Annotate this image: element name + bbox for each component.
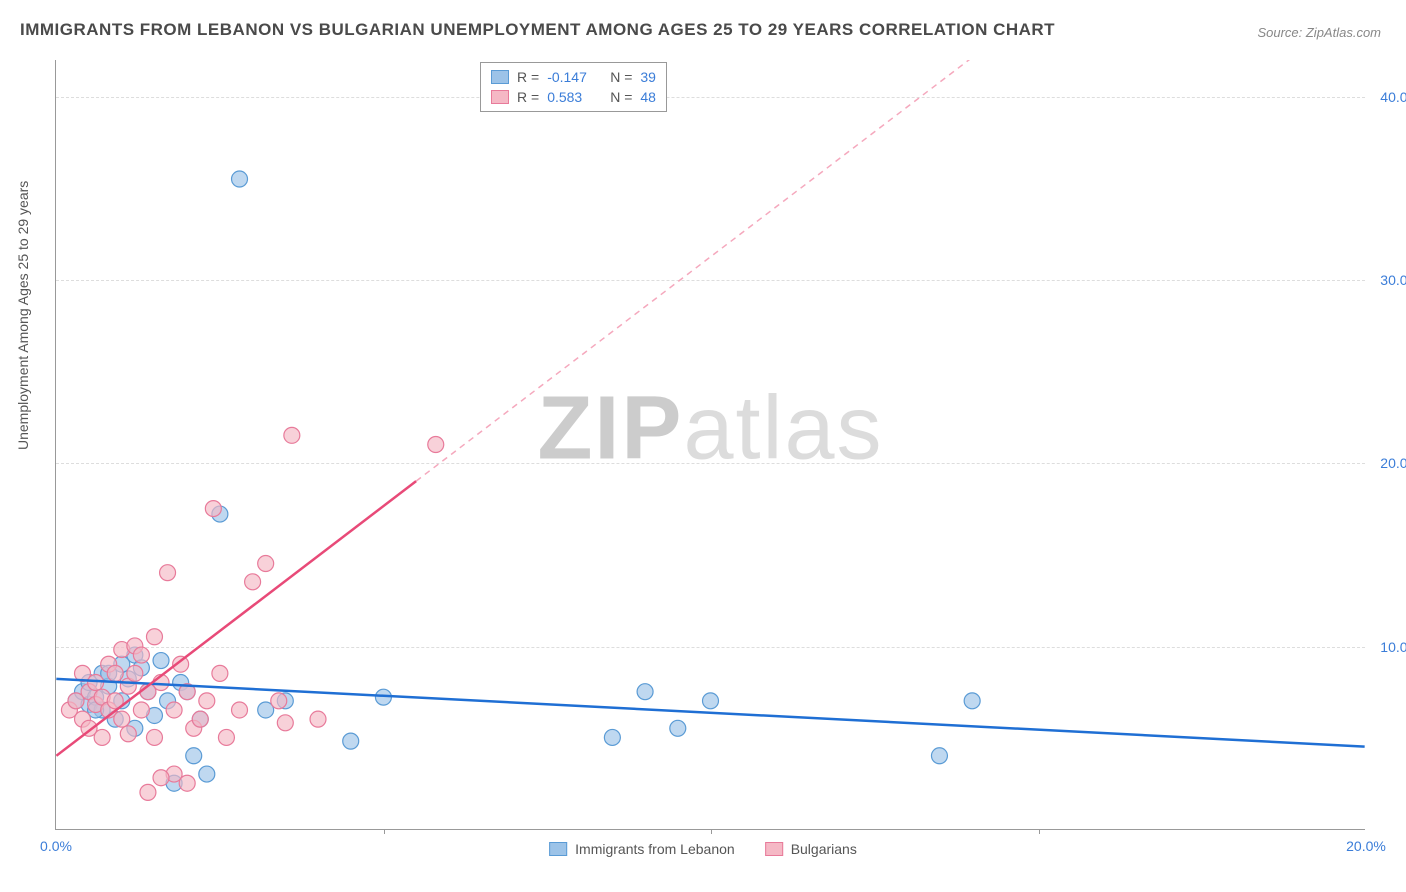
data-point — [258, 556, 274, 572]
data-point — [107, 665, 123, 681]
data-point — [343, 733, 359, 749]
n-value: 39 — [640, 69, 656, 85]
data-point — [931, 748, 947, 764]
n-label: N = — [610, 89, 632, 105]
series-legend-label: Immigrants from Lebanon — [575, 841, 735, 857]
data-point — [133, 702, 149, 718]
data-point — [604, 729, 620, 745]
data-point — [114, 711, 130, 727]
series-legend-label: Bulgarians — [791, 841, 857, 857]
data-point — [703, 693, 719, 709]
data-point — [140, 784, 156, 800]
n-value: 48 — [640, 89, 656, 105]
legend-swatch — [491, 90, 509, 104]
data-point — [218, 729, 234, 745]
data-point — [133, 647, 149, 663]
series-legend: Immigrants from Lebanon Bulgarians — [549, 841, 857, 857]
data-point — [153, 770, 169, 786]
data-point — [199, 693, 215, 709]
trend-line-extrapolated — [416, 60, 1005, 481]
x-tick-label: 0.0% — [40, 838, 72, 854]
r-value: 0.583 — [547, 89, 602, 105]
series-legend-item: Immigrants from Lebanon — [549, 841, 735, 857]
legend-swatch — [491, 70, 509, 84]
y-tick-label: 10.0% — [1370, 639, 1406, 655]
data-point — [232, 702, 248, 718]
data-point — [186, 748, 202, 764]
data-point — [199, 766, 215, 782]
correlation-legend-row: R = 0.583 N = 48 — [491, 87, 656, 107]
data-point — [166, 702, 182, 718]
x-tick-mark — [711, 829, 712, 834]
r-label: R = — [517, 89, 539, 105]
data-point — [146, 729, 162, 745]
series-legend-item: Bulgarians — [765, 841, 857, 857]
x-tick-label: 20.0% — [1346, 838, 1386, 854]
legend-swatch — [765, 842, 783, 856]
data-point — [428, 437, 444, 453]
correlation-legend: R = -0.147 N = 39 R = 0.583 N = 48 — [480, 62, 667, 112]
data-point — [271, 693, 287, 709]
data-point — [212, 665, 228, 681]
data-point — [205, 501, 221, 517]
plot-area: ZIPatlas 10.0%20.0%30.0%40.0%0.0%20.0% — [55, 60, 1365, 830]
x-tick-mark — [384, 829, 385, 834]
data-point — [245, 574, 261, 590]
data-point — [964, 693, 980, 709]
source-attribution: Source: ZipAtlas.com — [1257, 25, 1381, 40]
data-point — [670, 720, 686, 736]
y-tick-label: 20.0% — [1370, 455, 1406, 471]
correlation-legend-row: R = -0.147 N = 39 — [491, 67, 656, 87]
data-point — [637, 684, 653, 700]
n-label: N = — [610, 69, 632, 85]
chart-svg — [56, 60, 1365, 829]
data-point — [310, 711, 326, 727]
data-point — [120, 726, 136, 742]
data-point — [127, 665, 143, 681]
data-point — [192, 711, 208, 727]
data-point — [277, 715, 293, 731]
y-tick-label: 30.0% — [1370, 272, 1406, 288]
data-point — [94, 729, 110, 745]
y-tick-label: 40.0% — [1370, 89, 1406, 105]
r-label: R = — [517, 69, 539, 85]
r-value: -0.147 — [547, 69, 602, 85]
data-point — [284, 427, 300, 443]
data-point — [232, 171, 248, 187]
trend-line — [56, 679, 1364, 747]
chart-title: IMMIGRANTS FROM LEBANON VS BULGARIAN UNE… — [20, 20, 1055, 40]
x-tick-mark — [1039, 829, 1040, 834]
y-axis-label: Unemployment Among Ages 25 to 29 years — [15, 181, 31, 450]
data-point — [179, 775, 195, 791]
data-point — [153, 653, 169, 669]
legend-swatch — [549, 842, 567, 856]
data-point — [160, 565, 176, 581]
data-point — [146, 629, 162, 645]
